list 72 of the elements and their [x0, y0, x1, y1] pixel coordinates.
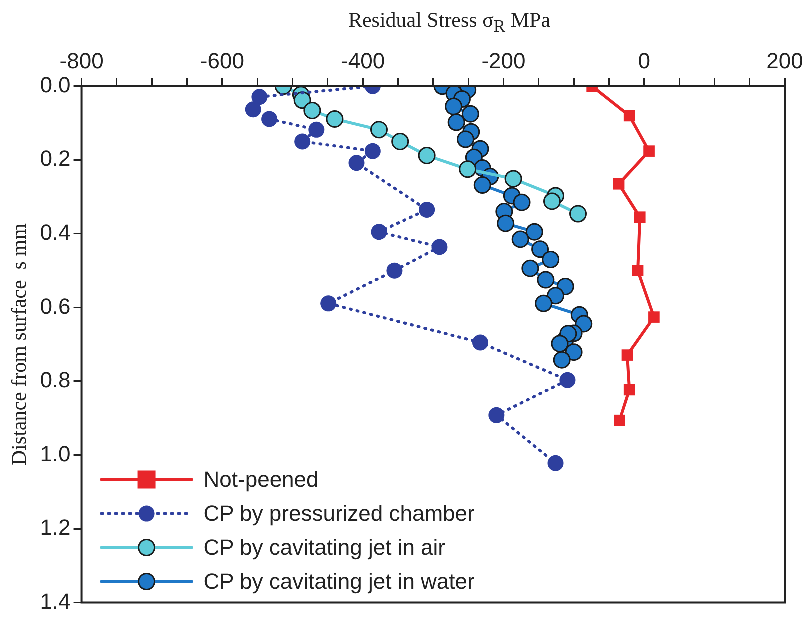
point [472, 334, 489, 351]
x-tick-label: -600 [200, 48, 244, 74]
legend-label: Not-peened [204, 466, 319, 492]
point [419, 202, 436, 218]
y-tick-label: 0.2 [40, 146, 71, 172]
point [326, 110, 344, 128]
point [547, 287, 564, 305]
y-tick-label: 0.8 [40, 368, 71, 393]
point [304, 102, 322, 120]
point [542, 251, 560, 269]
point [543, 192, 561, 210]
x-tick-label: 0 [638, 48, 650, 74]
point [532, 240, 550, 258]
x-axis-title: Residual Stress σ$_{R}$ MPa [347, 8, 552, 38]
y-tick-label: 1.4 [40, 588, 71, 614]
point [245, 102, 262, 118]
y-tick-label: 0.4 [40, 220, 71, 246]
point [622, 350, 634, 361]
point [252, 89, 268, 106]
x-tick-label: 200 [766, 48, 804, 74]
point [614, 414, 626, 426]
point [418, 146, 436, 164]
point [512, 230, 530, 248]
x-tick-label: -200 [482, 48, 526, 74]
point [548, 455, 564, 472]
point [522, 260, 540, 278]
point [551, 335, 569, 353]
x-tick-label: -400 [341, 48, 386, 74]
point [308, 122, 325, 138]
point [294, 134, 311, 150]
point [535, 294, 553, 312]
point [624, 110, 636, 122]
point [560, 372, 576, 388]
y-axis-title: Distance from surface s mm [7, 224, 32, 466]
point [497, 214, 515, 232]
point [445, 98, 463, 116]
point [386, 262, 403, 279]
point [320, 296, 337, 312]
point [644, 146, 655, 157]
point [634, 212, 646, 223]
point [262, 111, 278, 128]
point [364, 143, 381, 160]
legend-label: CP by cavitating jet in air [204, 534, 446, 560]
y-tick-label: 0.6 [40, 294, 71, 319]
point [448, 114, 466, 132]
point [462, 105, 480, 123]
x-tick-label: -800 [60, 48, 104, 74]
point [624, 384, 636, 396]
point [513, 194, 531, 212]
point [504, 170, 522, 188]
point [632, 265, 644, 276]
point [553, 351, 571, 369]
point [570, 205, 588, 223]
point [459, 160, 477, 178]
point [456, 130, 474, 148]
point [537, 271, 555, 289]
point [648, 312, 660, 323]
point [526, 223, 544, 241]
point [613, 178, 625, 190]
legend-label: CP by pressurized chamber [204, 500, 475, 526]
legend-label: CP by cavitating jet in water [204, 568, 475, 594]
point [474, 176, 492, 194]
point [371, 224, 388, 240]
y-tick-label: 1.0 [40, 441, 71, 466]
y-tick-label: 1.2 [40, 515, 71, 540]
point [488, 407, 505, 424]
point [392, 132, 410, 150]
point [348, 155, 365, 172]
point [370, 121, 388, 139]
point [432, 239, 448, 256]
point [565, 344, 583, 362]
y-tick-label: 0.0 [40, 72, 71, 98]
